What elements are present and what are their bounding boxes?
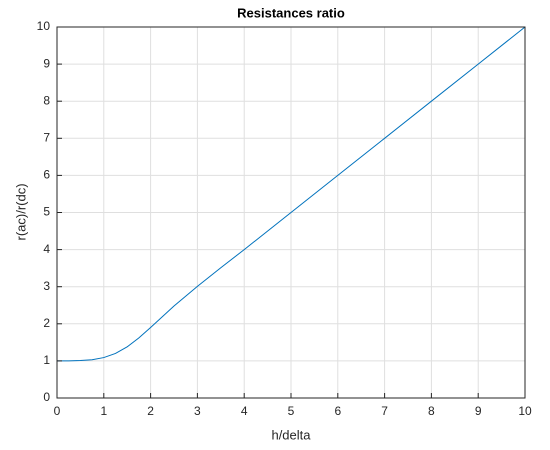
y-axis-label: r(ac)/r(dc): [13, 183, 28, 240]
x-tick-label: 9: [475, 404, 482, 418]
x-tick-label: 2: [147, 404, 154, 418]
x-tick-label: 5: [288, 404, 295, 418]
y-tick-label: 8: [43, 93, 50, 107]
y-tick-label: 5: [43, 205, 50, 219]
x-tick-label: 10: [518, 404, 532, 418]
y-tick-label: 9: [43, 56, 50, 70]
y-tick-label: 4: [43, 242, 50, 256]
chart-title: Resistances ratio: [237, 5, 345, 20]
x-tick-label: 1: [100, 404, 107, 418]
y-tick-label: 0: [43, 390, 50, 404]
x-tick-label: 7: [381, 404, 388, 418]
x-tick-label: 8: [428, 404, 435, 418]
y-tick-label: 1: [43, 353, 50, 367]
y-tick-label: 3: [43, 279, 50, 293]
x-axis-label: h/delta: [271, 427, 311, 442]
x-tick-label: 6: [334, 404, 341, 418]
x-tick-label: 3: [194, 404, 201, 418]
x-tick-label: 4: [241, 404, 248, 418]
y-tick-label: 7: [43, 130, 50, 144]
y-tick-label: 2: [43, 316, 50, 330]
x-tick-label: 0: [54, 404, 61, 418]
y-tick-label: 10: [37, 19, 51, 33]
lines: [57, 26, 526, 362]
y-tick-label: 6: [43, 168, 50, 182]
data-line: [57, 26, 526, 362]
